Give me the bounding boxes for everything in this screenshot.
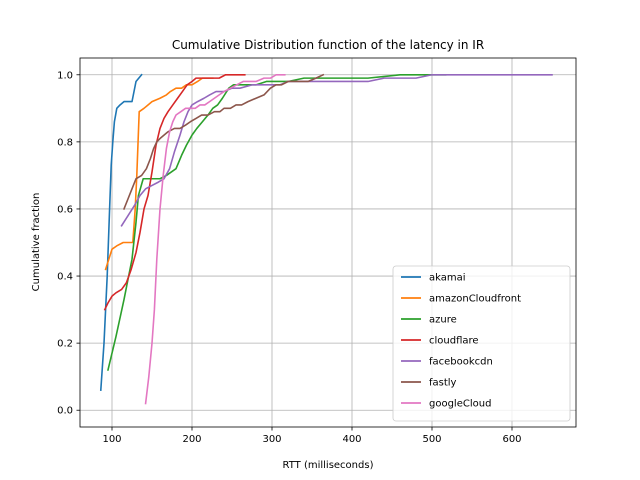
legend-label-azure: azure <box>429 315 457 326</box>
legend-label-amazonCloudfront: amazonCloudfront <box>429 294 521 305</box>
grid <box>80 58 576 427</box>
x-tick-label: 100 <box>102 434 121 445</box>
chart-title: Cumulative Distribution function of the … <box>172 38 484 52</box>
y-tick-label: 0.6 <box>57 204 73 215</box>
x-tick-label: 400 <box>342 434 361 445</box>
y-tick-label: 0.8 <box>57 137 73 148</box>
x-tick-label: 500 <box>422 434 441 445</box>
x-tick-label: 200 <box>182 434 201 445</box>
legend: akamai amazonCloudfront azure cloudflare fac… <box>392 265 571 422</box>
legend-box <box>392 265 571 422</box>
legend-label-googleCloud: googleCloud <box>429 399 491 410</box>
y-tick-label: 1.0 <box>57 70 73 81</box>
legend-label-fastly: fastly <box>429 378 457 389</box>
y-tick-label: 0.4 <box>57 272 73 283</box>
series-line-cloudflare <box>103 73 246 311</box>
plot-frame <box>79 57 577 428</box>
legend-label-akamai: akamai <box>429 273 466 284</box>
legend-label-facebookcdn: facebookcdn <box>429 357 493 368</box>
y-axis-title: Cumulative fraction <box>31 193 42 292</box>
series-line-googleCloud <box>144 73 286 405</box>
x-tick-label: 600 <box>502 434 521 445</box>
x-axis-title: RTT (milliseconds) <box>283 460 374 471</box>
series-line-facebookcdn <box>120 73 553 227</box>
series-line-amazonCloudfront <box>104 77 214 271</box>
y-tick-label: 0.2 <box>57 339 73 350</box>
series-line-fastly <box>122 73 325 210</box>
legend-label-cloudflare: cloudflare <box>429 336 479 347</box>
series-lines <box>99 73 553 405</box>
x-tick-label: 300 <box>262 434 281 445</box>
y-tick-label: 0.0 <box>57 406 73 417</box>
axis-ticks: 100 200 300 400 500 600 0.0 0.2 0.4 0.6 0.8 1.0 <box>57 70 521 445</box>
